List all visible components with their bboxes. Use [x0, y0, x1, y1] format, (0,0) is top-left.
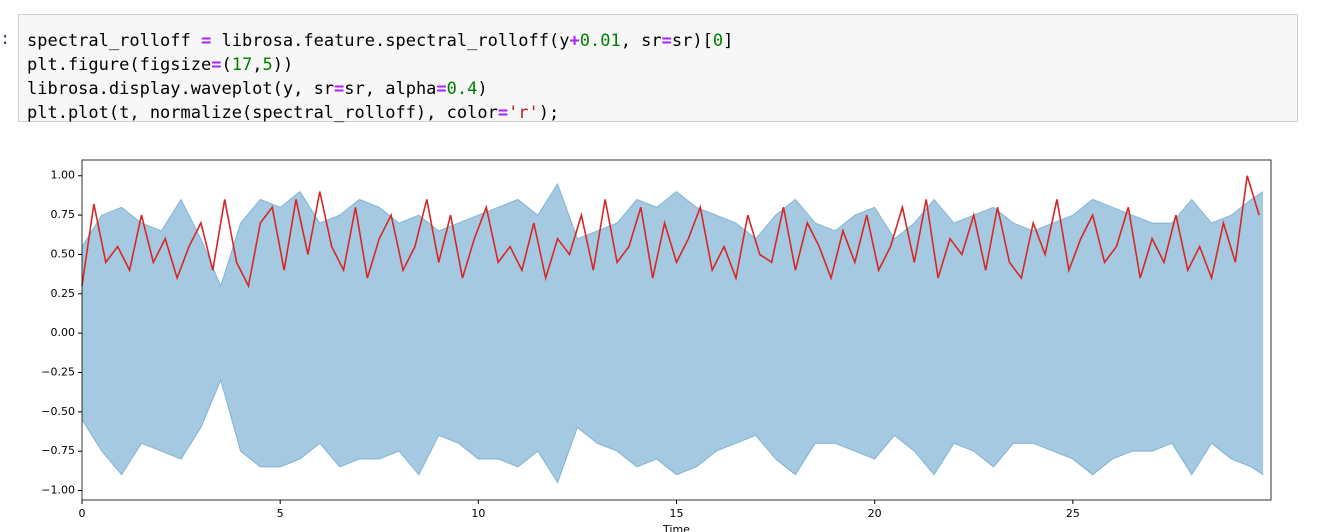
y-tick-label: 0.50: [51, 247, 76, 260]
x-tick-label: 15: [670, 507, 684, 520]
code-cell[interactable]: spectral_rolloff = librosa.feature.spect…: [18, 14, 1298, 123]
waveform-area: [82, 183, 1264, 483]
cell-prompt: :: [0, 29, 11, 49]
y-tick-label: −0.75: [41, 444, 75, 457]
x-tick-label: 5: [277, 507, 284, 520]
y-tick-label: 0.75: [51, 208, 76, 221]
code-line: spectral_rolloff = librosa.feature.spect…: [27, 31, 734, 51]
spectral-rolloff-line: [81, 175, 1260, 289]
x-tick-label: 0: [79, 507, 86, 520]
x-axis-label: Time: [662, 523, 690, 532]
x-tick-label: 25: [1066, 507, 1080, 520]
y-tick-label: −1.00: [41, 484, 75, 497]
y-tick-label: 0.00: [51, 326, 76, 339]
waveform-upper: [81, 182, 1264, 288]
x-tick-label: 10: [471, 507, 485, 520]
x-tick-label: 20: [868, 507, 882, 520]
waveform-lower: [81, 378, 1264, 484]
y-tick-label: 0.25: [51, 287, 76, 300]
code-line: plt.plot(t, normalize(spectral_rolloff),…: [27, 103, 560, 123]
y-tick-label: −0.25: [41, 366, 75, 379]
y-tick-label: 1.00: [51, 169, 76, 182]
y-tick-label: −0.50: [41, 405, 75, 418]
code-line: plt.figure(figsize=(17,5)): [27, 55, 294, 75]
code-line: librosa.display.waveplot(y, sr=sr, alpha…: [27, 79, 488, 99]
